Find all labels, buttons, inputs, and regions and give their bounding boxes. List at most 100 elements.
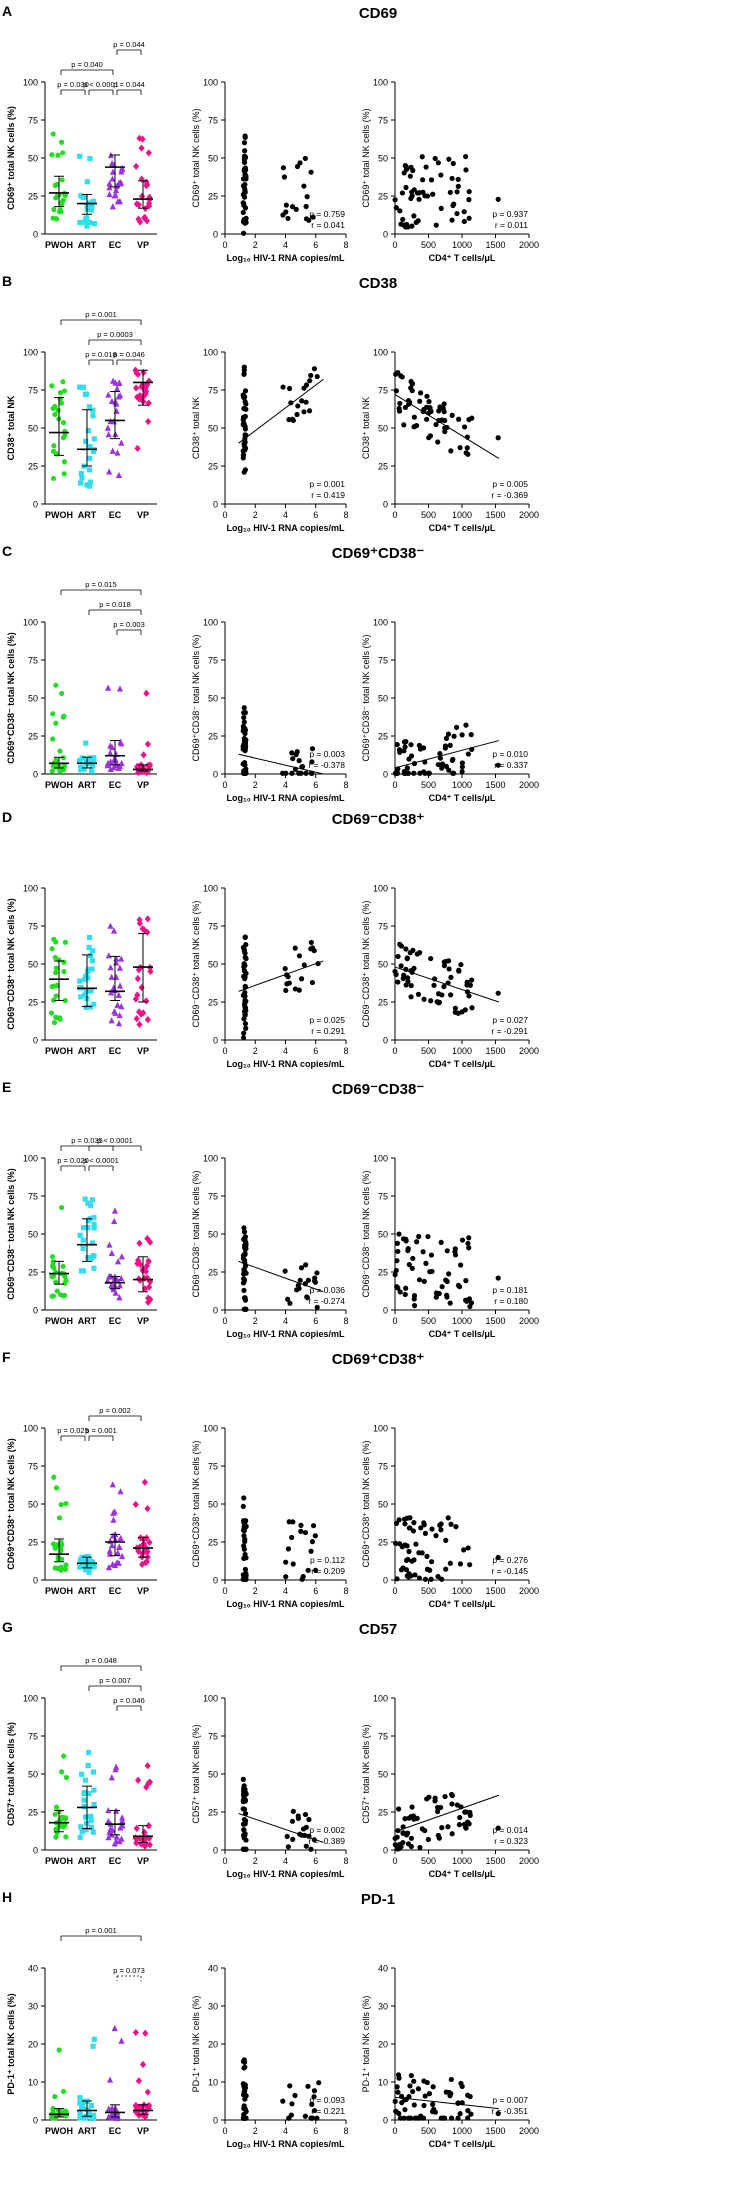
cd4-point [452, 1249, 458, 1255]
y-tick-label: 0 [33, 1846, 38, 1856]
cd4-point [495, 1275, 501, 1281]
data-point [61, 959, 67, 965]
data-point [136, 134, 143, 142]
x-tick-label: 1500 [485, 1316, 505, 1326]
cd4-point [406, 401, 412, 407]
cd4-point [410, 947, 416, 953]
regression-line [394, 740, 499, 769]
data-point [109, 203, 116, 210]
cd4-point [442, 417, 448, 424]
p-value-label: p = 0.044 [113, 40, 145, 49]
data-point [132, 366, 139, 374]
group-label: ART [78, 1586, 97, 1596]
rna-point [316, 2080, 322, 2086]
data-point [89, 1197, 96, 1203]
cd4-y-axis-label: CD57⁺ total NK cells (%) [361, 1724, 371, 1823]
cd4-point [453, 724, 460, 730]
p-value-label: p < 0.0001 [83, 1156, 119, 1165]
data-point [142, 1547, 149, 1555]
cd4-point [463, 1278, 469, 1284]
y-tick-label: 75 [378, 1462, 388, 1472]
cd4-point [403, 184, 409, 191]
data-point [88, 755, 95, 761]
cd4-point [457, 1814, 463, 1821]
y-tick-label: 100 [203, 618, 218, 628]
cd4-point [438, 1527, 444, 1533]
rna-point [241, 2059, 248, 2065]
data-point [53, 195, 59, 201]
y-tick-label: 50 [378, 1230, 388, 1240]
cd4-point [463, 1825, 469, 1831]
rna-point [242, 748, 248, 754]
data-point [142, 2029, 149, 2037]
rna-point [240, 1806, 246, 1812]
rna-point [242, 1810, 249, 1817]
y-tick-label: 0 [383, 500, 388, 510]
cd4-point [403, 1285, 409, 1291]
x-tick-label: 2 [253, 1856, 258, 1866]
data-point [143, 1262, 151, 1270]
rna-point [309, 979, 316, 986]
data-point [83, 973, 89, 979]
y-tick-label: 50 [208, 154, 218, 164]
p-value-label: p = 0.036 [309, 1285, 345, 1295]
cd4-point [438, 1239, 444, 1245]
p-value-label: p = 0.0003 [97, 330, 133, 339]
data-point [146, 761, 154, 769]
data-point [91, 1215, 97, 1221]
y-tick-label: 75 [378, 1192, 388, 1202]
rna-point [243, 1270, 249, 1276]
cd4-point [428, 998, 434, 1004]
cd4-point [448, 992, 454, 998]
group-label: EC [109, 2126, 122, 2136]
cd4-point [427, 405, 433, 411]
cd4-point [424, 2079, 430, 2086]
cd4-point [449, 217, 455, 223]
rna-point [242, 2064, 248, 2070]
data-point [105, 431, 112, 438]
panel-title: CD57 [359, 1621, 397, 1638]
cd4-point [416, 1277, 423, 1283]
cd4-y-axis-label: CD69⁻CD38⁺ total NK cells (%) [361, 900, 371, 1027]
rna-point [286, 385, 293, 392]
data-point [58, 1204, 65, 1211]
rna-point [308, 372, 314, 379]
y-tick-label: 0 [213, 1846, 218, 1856]
rna-point [241, 1229, 248, 1235]
cd4-point [465, 1545, 471, 1551]
data-point [82, 976, 88, 982]
cd4-point [439, 1284, 445, 1290]
data-point [117, 391, 124, 399]
data-point [113, 385, 121, 392]
y-tick-label: 75 [378, 116, 388, 126]
cd4-point [459, 1237, 466, 1243]
data-point [105, 1806, 112, 1814]
rna-point [309, 1539, 316, 1545]
x-tick-label: 4 [283, 780, 288, 790]
rna-point [296, 987, 302, 993]
cd4-point [457, 2111, 463, 2117]
panel-title: PD-1 [361, 1891, 395, 1908]
x-tick-label: 1000 [452, 1856, 472, 1866]
rna-point [314, 2115, 320, 2121]
rna-point [309, 759, 315, 765]
x-tick-label: 0 [392, 1586, 397, 1596]
cd4-point [392, 968, 398, 975]
group-label: PWOH [45, 1586, 73, 1596]
cd4-point [443, 1537, 449, 1543]
cd4-point [396, 1842, 402, 1848]
cd4-point [401, 422, 407, 428]
y-tick-label: 0 [33, 1306, 38, 1316]
data-point [57, 1016, 63, 1022]
rna-point [284, 1833, 290, 1840]
data-point [48, 1010, 55, 1016]
p-value-label: p = 0.010 [492, 749, 528, 759]
data-point [108, 973, 115, 980]
data-point [146, 1834, 153, 1842]
cd4-point [459, 2083, 465, 2090]
cd4-point [468, 732, 474, 738]
rna-point [289, 2101, 295, 2107]
cd4-point [466, 993, 472, 999]
x-axis-title: Log₁₀ HIV-1 RNA copies/mL [227, 1059, 345, 1069]
